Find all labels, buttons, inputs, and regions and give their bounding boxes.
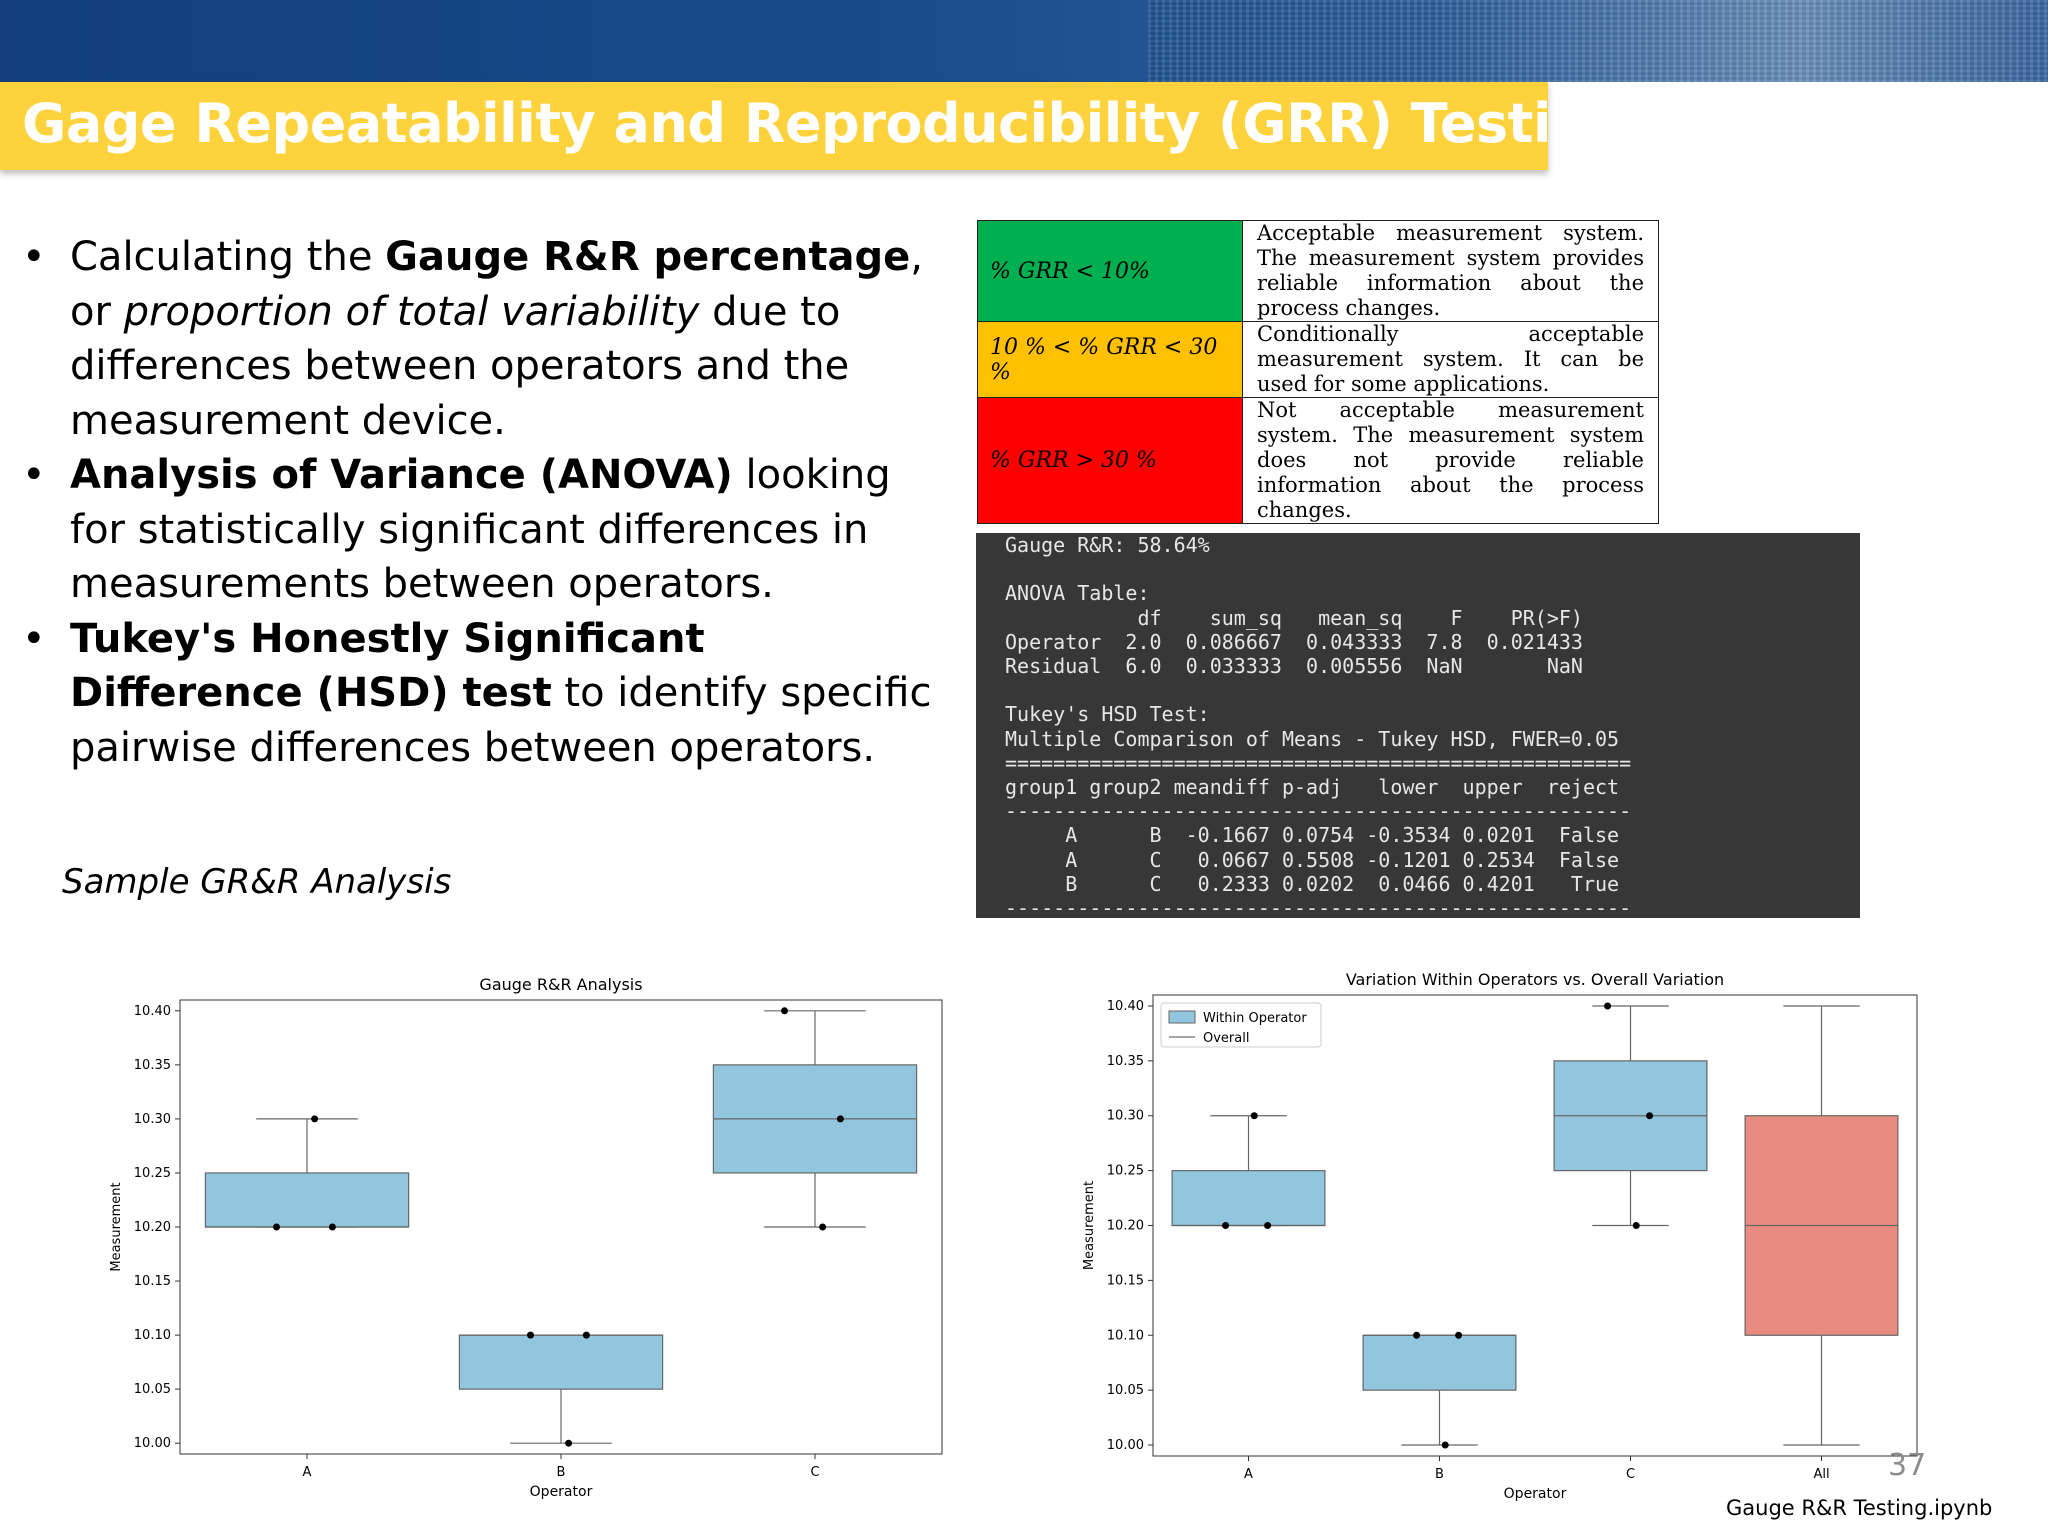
bullet-text: looking for statistically significant di…	[70, 452, 891, 607]
data-point	[1646, 1112, 1654, 1120]
x-tick-label: C	[810, 1465, 819, 1480]
bullet-text: to identify specific pairwise difference…	[70, 670, 932, 771]
y-tick-label: 10.15	[1107, 1273, 1144, 1288]
chart-title: Gauge R&R Analysis	[479, 975, 642, 994]
legend-box	[1160, 1002, 1322, 1048]
data-point	[527, 1331, 535, 1339]
title-bar: Gage Repeatability and Reproducibility (…	[0, 82, 1628, 170]
grr-description: Conditionally acceptable measurement sys…	[1242, 321, 1659, 398]
bullet-marker: •	[22, 452, 46, 498]
bullet-marker: •	[22, 234, 46, 280]
data-point	[582, 1331, 590, 1339]
bullet-item: • Analysis of Variance (ANOVA) looking f…	[18, 448, 948, 612]
bullet-text: Calculating the	[70, 234, 386, 280]
grr-condition: % GRR < 10%	[977, 220, 1243, 322]
box-A	[204, 1172, 410, 1228]
x-tick-label: B	[1435, 1467, 1444, 1482]
bullet-text: Analysis of Variance (ANOVA)	[70, 452, 733, 498]
y-tick-label: 10.15	[134, 1274, 171, 1289]
x-tick-label: All	[1813, 1467, 1829, 1482]
box-B	[1362, 1334, 1517, 1391]
grr-condition: % GRR > 30 %	[977, 397, 1243, 524]
data-point	[1455, 1331, 1463, 1339]
box-B	[458, 1334, 664, 1390]
y-tick-label: 10.05	[134, 1382, 171, 1397]
bullet-text: , or	[70, 234, 923, 335]
x-tick-label: C	[1626, 1467, 1635, 1482]
legend-label: Within Operator	[1203, 1011, 1307, 1026]
chart-gauge-rr-analysis: Gauge R&R Analysis 10.00 10.05 10.10 10.15 10…	[109, 975, 943, 1500]
data-point	[1413, 1331, 1421, 1339]
y-tick-label: 10.40	[134, 1004, 171, 1019]
bullet-list: • Calculating the Gauge R&R percentage, o…	[18, 230, 948, 775]
x-axis-label: Operator	[1504, 1486, 1567, 1502]
y-axis-label: Measurement	[1082, 1181, 1097, 1270]
y-tick-label: 10.25	[134, 1166, 171, 1181]
y-tick-label: 10.20	[134, 1220, 171, 1235]
data-point	[1604, 1002, 1612, 1010]
banner-texture	[1148, 0, 2048, 82]
x-tick-label: B	[557, 1465, 566, 1480]
legend-label: Overall	[1203, 1031, 1249, 1046]
grr-description: Acceptable measurement system. The measu…	[1242, 220, 1659, 322]
data-point	[1250, 1112, 1258, 1120]
data-point	[1222, 1222, 1230, 1229]
y-tick-label: 10.05	[1107, 1383, 1144, 1398]
data-point	[819, 1223, 827, 1231]
y-tick-label: 10.10	[134, 1328, 171, 1343]
bullet-text: Tukey's Honestly Significant Difference …	[70, 615, 705, 717]
y-tick-label: 10.20	[1107, 1219, 1144, 1234]
box-A	[1171, 1170, 1326, 1227]
page-number: 37	[1888, 1448, 1927, 1483]
legend-swatch	[1168, 1010, 1196, 1024]
grr-description: Not acceptable measurement system. The m…	[1242, 397, 1659, 524]
y-tick-label: 10.00	[134, 1436, 171, 1451]
bullet-item: • Calculating the Gauge R&R percentage, o…	[18, 230, 948, 448]
data-point	[1264, 1222, 1272, 1229]
x-axis-label: Operator	[530, 1484, 593, 1500]
y-tick-label: 10.35	[1107, 1054, 1144, 1069]
bullet-text: due to differences between operators and…	[70, 288, 850, 444]
data-point	[328, 1223, 336, 1231]
y-tick-label: 10.30	[1107, 1109, 1144, 1124]
data-point	[273, 1223, 281, 1231]
bullet-text: Gauge R&R percentage	[385, 234, 911, 280]
data-point	[1441, 1441, 1449, 1449]
y-tick-label: 10.25	[1107, 1164, 1144, 1179]
source-file-label: Gauge R&R Testing.ipynb	[1726, 1496, 1993, 1520]
bullet-item: • Tukey's Honestly Significant Differenc…	[18, 612, 948, 776]
data-point	[1632, 1222, 1640, 1229]
grr-row: % GRR < 10% Acceptable measurement system…	[977, 220, 1659, 322]
header-banner	[0, 0, 2048, 82]
data-point	[565, 1439, 573, 1447]
x-tick-label: A	[303, 1465, 312, 1480]
y-tick-label: 10.40	[1107, 999, 1144, 1014]
console-output: Gauge R&R: 58.64% ANOVA Table: df sum_sq…	[976, 533, 1860, 918]
grr-row: 10 % < % GRR < 30 % Conditionally accepta…	[977, 321, 1659, 398]
chart-variation-within-vs-overall: Variation Within Operators vs. Overall V…	[1082, 970, 1918, 1502]
grr-criteria-table: % GRR < 10% Acceptable measurement system…	[977, 220, 1659, 524]
y-tick-label: 10.30	[134, 1112, 171, 1127]
sample-caption: Sample GR&R Analysis	[62, 862, 452, 902]
y-axis-label: Measurement	[109, 1182, 124, 1271]
y-tick-label: 10.10	[1107, 1328, 1144, 1343]
data-point	[311, 1115, 319, 1123]
bullet-text: proportion of total variability	[123, 288, 700, 335]
console-text: Gauge R&R: 58.64% ANOVA Table: df sum_sq…	[1005, 533, 1632, 918]
slide-title: Gage Repeatability and Reproducibility (…	[22, 92, 1628, 155]
x-tick-label: A	[1244, 1467, 1253, 1482]
grr-condition: 10 % < % GRR < 30 %	[977, 321, 1243, 398]
bullet-marker: •	[22, 615, 46, 662]
data-point	[836, 1115, 844, 1123]
chart-title: Variation Within Operators vs. Overall V…	[1346, 970, 1724, 989]
y-tick-label: 10.00	[1107, 1438, 1144, 1453]
y-tick-label: 10.35	[134, 1058, 171, 1073]
data-point	[781, 1007, 789, 1015]
grr-row: % GRR > 30 % Not acceptable measurement s…	[977, 397, 1659, 524]
